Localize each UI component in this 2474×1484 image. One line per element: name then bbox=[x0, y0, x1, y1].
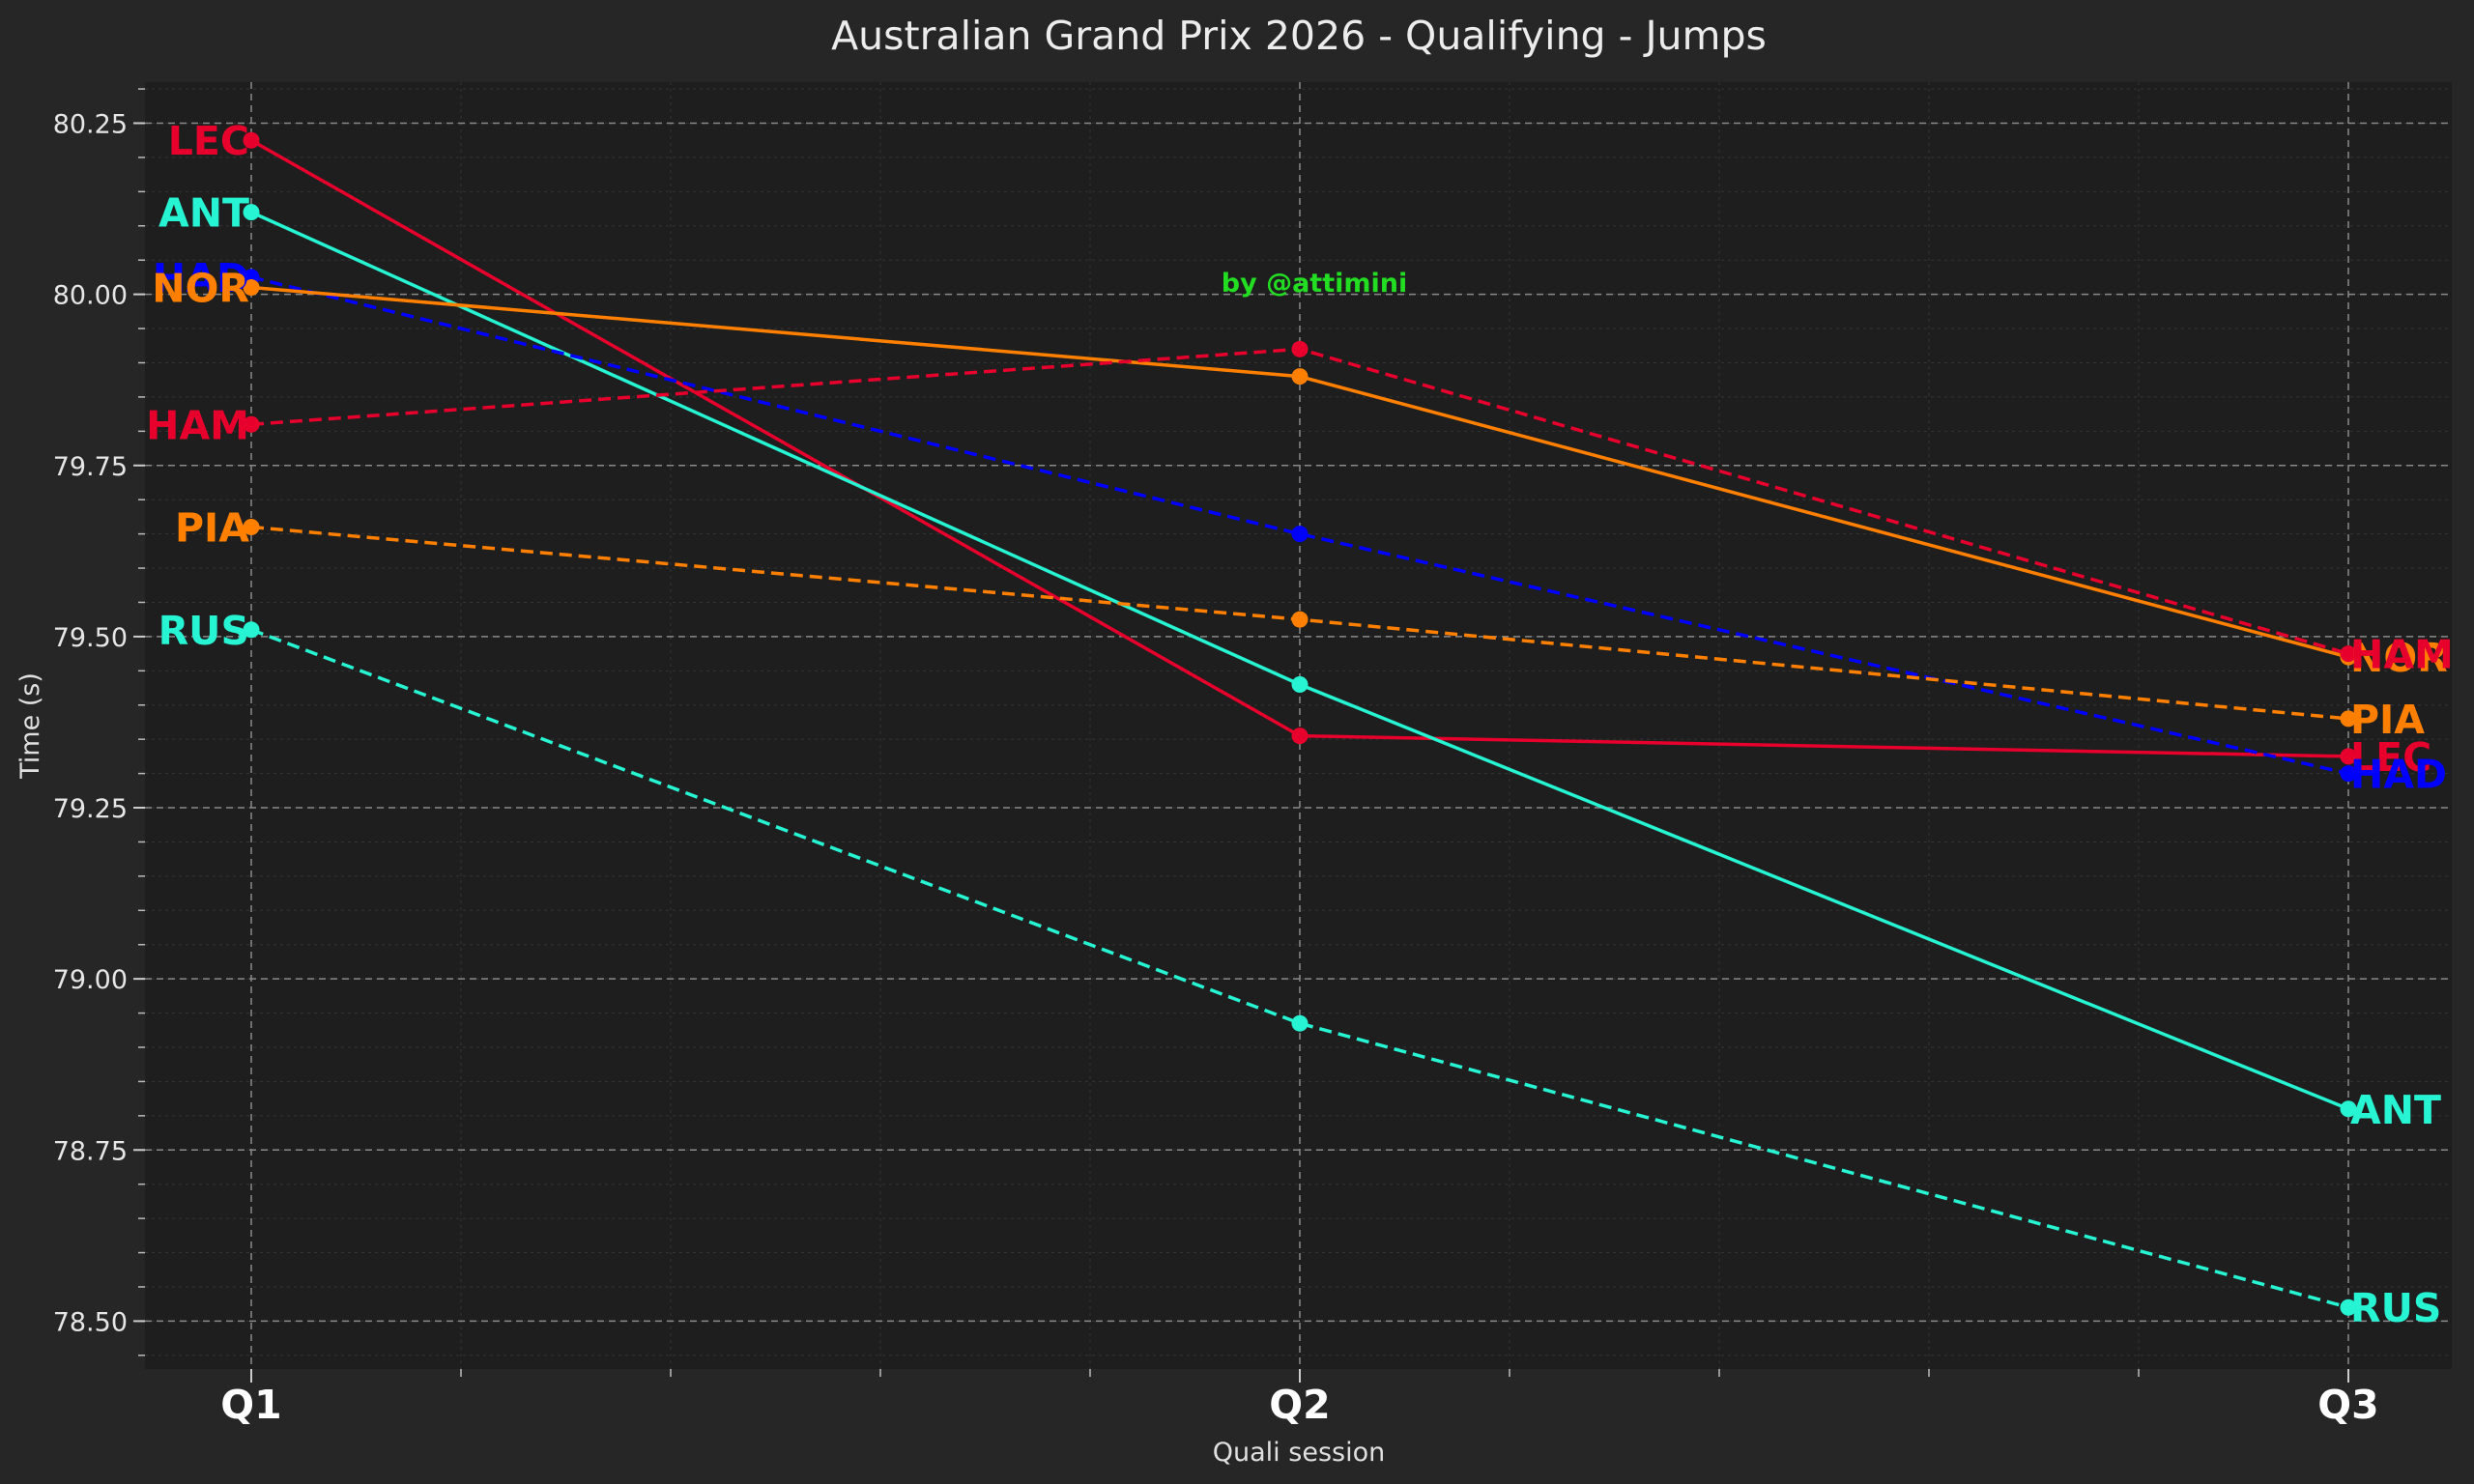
y-tick-label: 80.00 bbox=[53, 281, 128, 311]
data-point bbox=[1291, 526, 1309, 543]
data-point bbox=[243, 415, 260, 433]
y-tick-label: 79.75 bbox=[53, 452, 128, 482]
driver-label-layer: LECLECANTANTHADHADNORNORHAMHAMPIAPIARUSR… bbox=[146, 118, 2454, 1331]
data-point bbox=[1291, 675, 1309, 693]
series-lec bbox=[243, 131, 2357, 765]
driver-label-end: LEC bbox=[2350, 734, 2431, 781]
series-line-rus bbox=[250, 628, 2349, 1309]
driver-label-end: HAM bbox=[2350, 632, 2454, 678]
driver-label-start: RUS bbox=[158, 608, 249, 654]
data-point bbox=[1291, 611, 1309, 628]
data-point bbox=[243, 279, 260, 297]
driver-label-end: RUS bbox=[2350, 1285, 2441, 1331]
series-ham bbox=[243, 340, 2357, 663]
x-axis: Q1 Q2 Q3 bbox=[220, 1369, 2379, 1428]
y-tick-label: 79.00 bbox=[53, 965, 128, 995]
data-point bbox=[2340, 748, 2357, 765]
y-tick-label: 78.75 bbox=[53, 1136, 128, 1166]
data-point bbox=[2340, 710, 2357, 728]
y-tick-label: 80.25 bbox=[53, 110, 128, 140]
driver-label-end: NOR bbox=[2350, 635, 2448, 681]
data-point bbox=[1291, 1014, 1309, 1032]
y-tick-label: 78.50 bbox=[53, 1307, 128, 1337]
watermark-annotation: by @attimini bbox=[1222, 269, 1407, 299]
major-grid bbox=[145, 82, 2452, 1369]
driver-label-start: HAM bbox=[146, 402, 249, 448]
series-rus bbox=[243, 621, 2357, 1316]
data-point bbox=[2340, 765, 2357, 783]
data-point bbox=[2340, 1298, 2357, 1316]
driver-label-start: PIA bbox=[175, 505, 249, 552]
data-point bbox=[2340, 645, 2357, 663]
series-pia bbox=[243, 519, 2357, 728]
data-point bbox=[1291, 368, 1309, 385]
data-point bbox=[243, 204, 260, 221]
y-tick-label: 79.50 bbox=[53, 623, 128, 653]
driver-label-start: LEC bbox=[168, 118, 249, 164]
driver-label-end: ANT bbox=[2350, 1087, 2441, 1133]
x-tick-label: Q3 bbox=[2317, 1382, 2378, 1428]
minor-grid bbox=[145, 82, 2452, 1369]
driver-label-end: PIA bbox=[2350, 697, 2425, 743]
series-layer bbox=[243, 131, 2357, 1316]
y-tick-label: 79.25 bbox=[53, 794, 128, 824]
data-point bbox=[2340, 1100, 2357, 1118]
driver-label-start: HAD bbox=[153, 255, 249, 301]
chart-title: Australian Grand Prix 2026 - Qualifying … bbox=[831, 13, 1767, 59]
driver-label-start: NOR bbox=[152, 266, 249, 312]
y-axis-label: Time (s) bbox=[15, 672, 45, 780]
data-point bbox=[1291, 728, 1309, 745]
data-point bbox=[243, 131, 260, 149]
data-point bbox=[243, 621, 260, 639]
series-ant bbox=[243, 204, 2357, 1118]
driver-label-end: HAD bbox=[2350, 752, 2447, 798]
y-axis: 78.50 78.75 79.00 79.25 79.50 79.75 80.00 80.25 bbox=[53, 88, 145, 1356]
driver-label-start: ANT bbox=[158, 190, 249, 237]
x-axis-label: Quali session bbox=[1213, 1438, 1385, 1468]
x-tick-label: Q2 bbox=[1269, 1382, 1330, 1428]
data-point bbox=[1291, 340, 1309, 357]
data-point bbox=[243, 519, 260, 536]
series-line-had bbox=[250, 275, 2349, 776]
x-tick-label: Q1 bbox=[220, 1382, 281, 1428]
